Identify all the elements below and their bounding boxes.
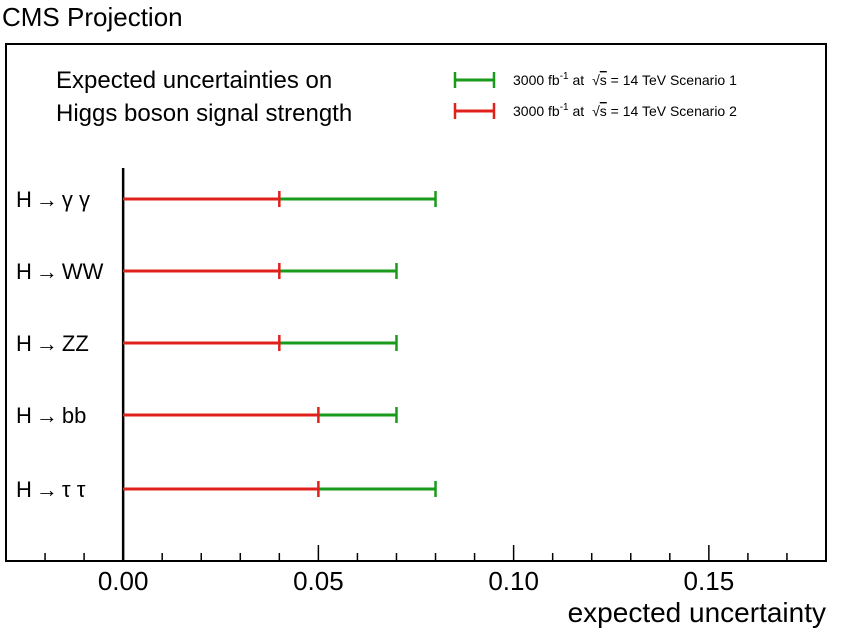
x-axis-label: expected uncertainty	[568, 597, 826, 628]
x-tick-label: 0.05	[293, 566, 344, 596]
x-tick-label: 0.00	[98, 566, 149, 596]
category-label: H → γ γ	[16, 187, 90, 212]
category-label: H → τ τ	[16, 477, 86, 502]
x-axis: 0.00 0.05 0.10 0.15	[44, 545, 827, 596]
legend: 3000 fb-1 at √s = 14 TeV Scenario 1 3000 …	[453, 71, 737, 119]
category-label: H → bb	[16, 403, 86, 428]
data-marks	[121, 168, 437, 561]
category-label: H → WW	[16, 259, 104, 284]
legend-entry-2: 3000 fb-1 at √s = 14 TeV Scenario 2	[453, 102, 737, 119]
chart-title-line-2: Higgs boson signal strength	[56, 100, 352, 127]
legend-label: 3000 fb-1 at √s = 14 TeV Scenario 1	[513, 71, 737, 88]
chart-title-line-1: Expected uncertainties on	[56, 67, 332, 94]
chart-header: CMS Projection	[2, 2, 183, 32]
x-tick-label: 0.10	[488, 566, 539, 596]
legend-label: 3000 fb-1 at √s = 14 TeV Scenario 2	[513, 102, 737, 119]
plot-frame	[5, 43, 827, 562]
x-tick-label: 0.15	[684, 566, 735, 596]
category-labels: H → γ γ H → WW H → ZZ H → bb H → τ τ	[16, 187, 104, 502]
category-label: H → ZZ	[16, 331, 89, 356]
legend-entry-1: 3000 fb-1 at √s = 14 TeV Scenario 1	[453, 71, 737, 88]
